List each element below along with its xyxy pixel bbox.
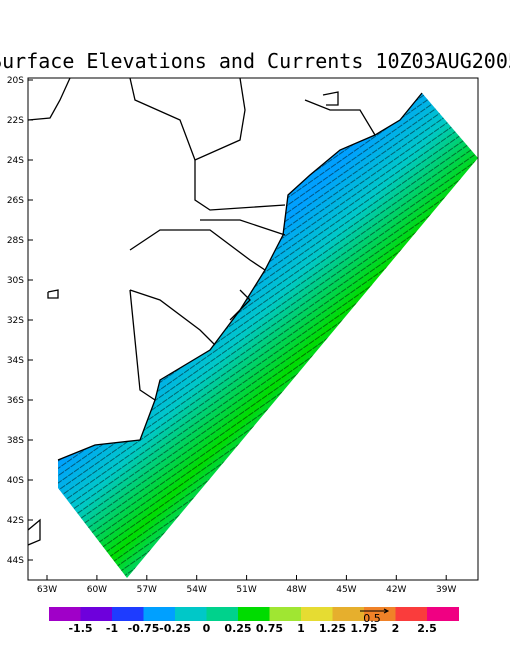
colorbar-label: -1.5 (68, 622, 92, 635)
colorbar-label: -1 (106, 622, 118, 635)
map-frame (27, 77, 479, 581)
colorbar-swatch (427, 607, 459, 621)
lon-label: 39W (436, 585, 456, 595)
colorbar-swatch (206, 607, 239, 621)
lat-label: 24S (7, 156, 24, 166)
colorbar-label: 1 (297, 622, 305, 635)
lat-label: 40S (7, 476, 24, 486)
lon-label: 63W (37, 585, 57, 595)
colorbar-label: 2 (392, 622, 400, 635)
colorbar-label: -0.25 (159, 622, 191, 635)
lon-label: 60W (87, 585, 107, 595)
colorbar-label: 0 (203, 622, 211, 635)
lon-label: 51W (236, 585, 256, 595)
longitude-axis: 63W 60W 57W 54W 51W 48W 45W 42W 39W (37, 575, 456, 595)
colorbar-swatch (332, 607, 365, 621)
lon-label: 48W (286, 585, 306, 595)
colorbar-swatch (143, 607, 176, 621)
colorbar-swatch (238, 607, 270, 621)
colorbar-swatch (395, 607, 428, 621)
lat-label: 44S (7, 556, 24, 566)
lat-label: 28S (7, 236, 24, 246)
map-area (28, 78, 478, 578)
colorbar-label: 2.5 (417, 622, 437, 635)
lon-label: 42W (386, 585, 406, 595)
colorbar-label: 0.25 (224, 622, 251, 635)
lat-label: 34S (7, 356, 24, 366)
lat-label: 20S (7, 76, 24, 86)
colorbar-swatch (80, 607, 113, 621)
lon-label: 57W (137, 585, 157, 595)
lat-label: 32S (7, 316, 24, 326)
colorbar-label: 1.25 (319, 622, 346, 635)
title: Surface Elevations and Currents 10Z03AUG… (0, 49, 510, 73)
lat-label: 42S (7, 516, 24, 526)
lat-label: 38S (7, 436, 24, 446)
vector-scale-head (383, 608, 390, 614)
colorbar-swatch (112, 607, 144, 621)
lat-label: 30S (7, 276, 24, 286)
vector-scale-label: 0.5 (363, 612, 381, 625)
lat-label: 22S (7, 116, 24, 126)
colorbar: -1.5 -1 -0.75 -0.25 0 0.25 0.75 1 1.25 1.75 2 2.5 (49, 607, 459, 635)
lon-label: 54W (187, 585, 207, 595)
lat-label: 36S (7, 396, 24, 406)
colorbar-label: 0.75 (256, 622, 283, 635)
current-vectors (58, 93, 478, 578)
latitude-axis: 20S 22S 24S 26S 28S 30S 32S 34S 36S 38S 40S 42S 44S (7, 76, 33, 566)
lat-label: 26S (7, 196, 24, 206)
coastlines-borders (28, 78, 423, 546)
colorbar-swatch (49, 607, 81, 621)
colorbar-swatch (175, 607, 207, 621)
colorbar-swatch (301, 607, 333, 621)
lon-label: 45W (336, 585, 356, 595)
colorbar-label: 1.75 (350, 622, 377, 635)
colorbar-swatch (269, 607, 302, 621)
colorbar-label: -0.75 (128, 622, 160, 635)
